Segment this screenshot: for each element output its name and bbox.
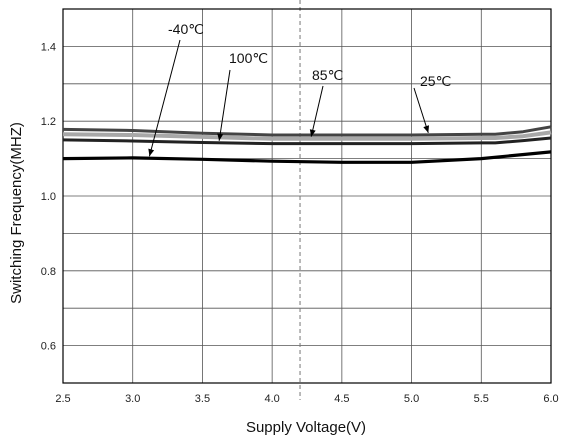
x-tick-label: 6.0 bbox=[543, 393, 558, 405]
y-tick-label: 1.0 bbox=[41, 191, 56, 203]
x-tick-label: 3.5 bbox=[195, 393, 210, 405]
y-tick-label: 0.8 bbox=[41, 266, 56, 278]
y-tick-label: 0.6 bbox=[41, 341, 56, 353]
annotation-label: -40℃ bbox=[168, 21, 204, 37]
annotation-label: 100℃ bbox=[229, 50, 268, 66]
annotation-label: 25℃ bbox=[420, 73, 451, 89]
x-tick-label: 2.5 bbox=[55, 393, 70, 405]
x-tick-label: 3.0 bbox=[125, 393, 140, 405]
y-tick-label: 1.4 bbox=[41, 41, 56, 53]
x-axis-title: Supply Voltage(V) bbox=[246, 419, 366, 436]
annotation-label: 85℃ bbox=[312, 67, 343, 83]
x-tick-label: 4.5 bbox=[334, 393, 349, 405]
y-tick-label: 1.2 bbox=[41, 116, 56, 128]
x-tick-label: 4.0 bbox=[264, 393, 279, 405]
x-tick-label: 5.5 bbox=[474, 393, 489, 405]
x-tick-label: 5.0 bbox=[404, 393, 419, 405]
y-axis-title: Switching Frequency(MHZ) bbox=[8, 122, 25, 304]
